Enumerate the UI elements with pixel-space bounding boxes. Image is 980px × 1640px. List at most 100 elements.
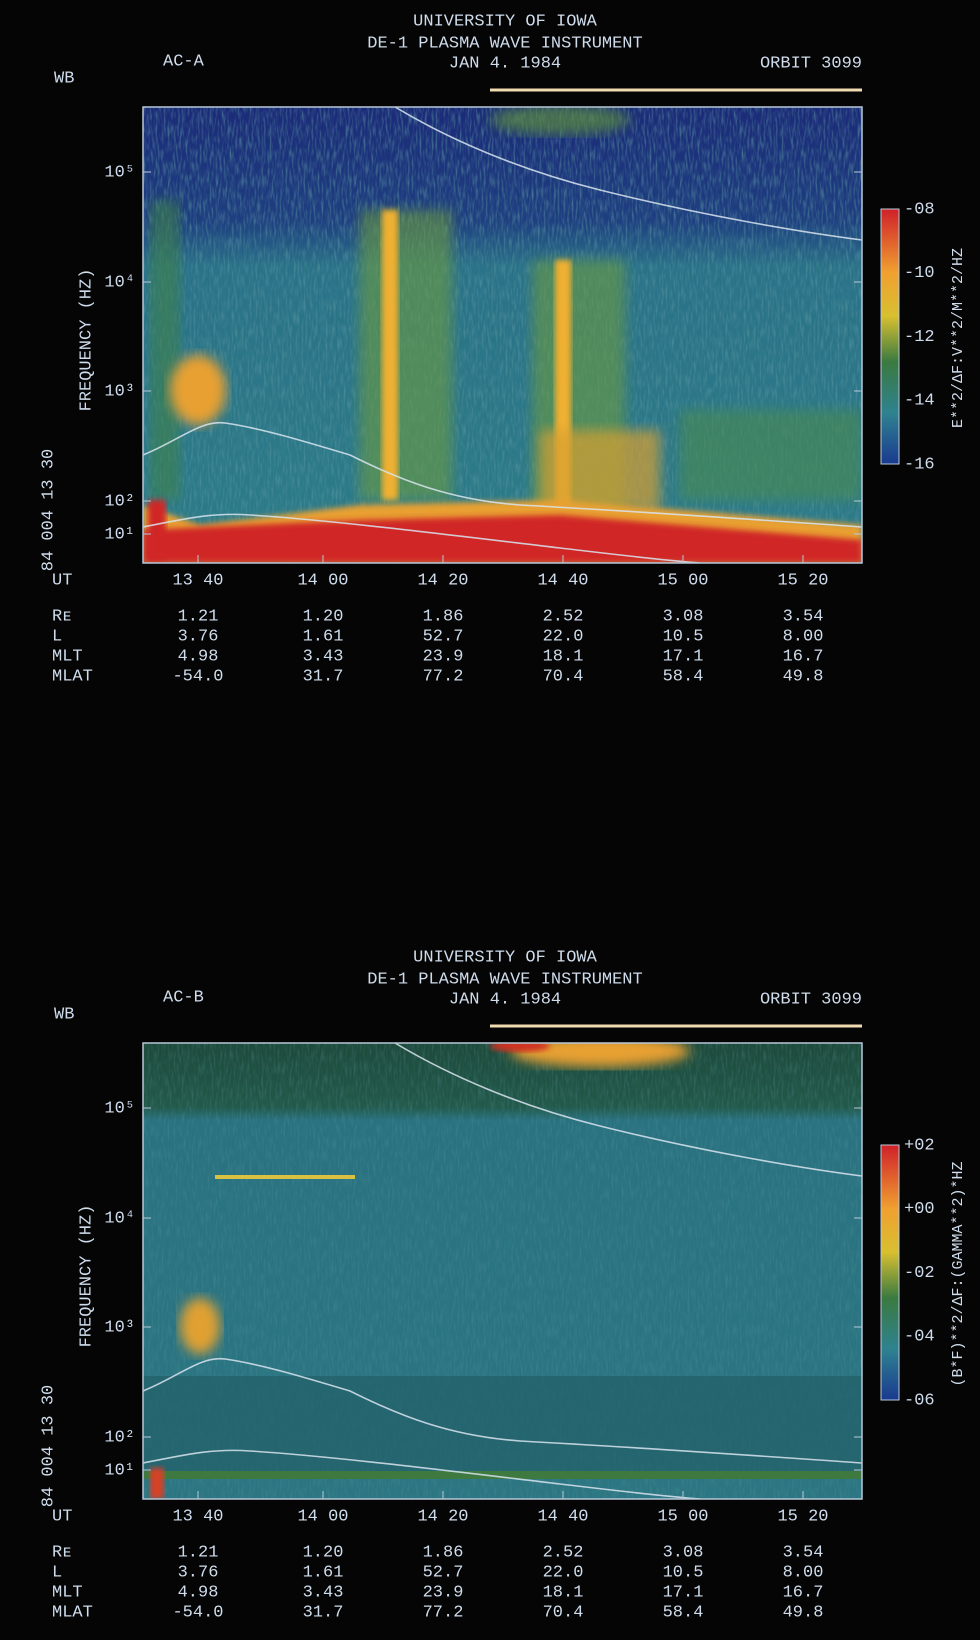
y-tick-label: 10⁴ [104,273,135,292]
spectrogram [143,1035,862,1499]
x-axis-label: UT [52,571,72,590]
y-tick-label: 10² [104,1428,135,1447]
x-tick-label: 14 20 [417,571,468,590]
header-orbit: ORBIT 3099 [760,990,862,1009]
start-label: 84 004 13 30 [39,1385,58,1507]
ephemeris-value: 16.7 [783,647,824,666]
ephemeris-value: 10.5 [663,627,704,646]
x-axis-label: UT [52,1507,72,1526]
top-blob-red [490,1040,550,1052]
header-institution: UNIVERSITY OF IOWA [413,948,597,967]
x-tick-label: 14 40 [537,571,588,590]
ephemeris-value: 77.2 [423,1603,464,1622]
ephemeris-value: 1.20 [303,607,344,626]
ephemeris-value: 49.8 [783,1603,824,1622]
burst [382,210,398,500]
header-antenna: AC-A [163,52,205,71]
ephemeris-value: 70.4 [543,667,584,686]
red-spike [150,1468,164,1499]
y-axis-label: FREQUENCY (HZ) [77,1205,96,1348]
ephemeris-label: MLAT [52,667,93,686]
blob [180,1298,220,1354]
ephemeris-value: 31.7 [303,1603,344,1622]
ephemeris-label: L [52,1563,62,1582]
x-tick-label: 15 00 [657,1507,708,1526]
ephemeris-value: 49.8 [783,667,824,686]
y-tick-label: 10⁵ [104,163,135,182]
y-tick-label: 10³ [104,382,135,401]
ephemeris-value: 18.1 [543,1583,584,1602]
y-axis-label: FREQUENCY (HZ) [77,269,96,412]
ephemeris-value: 3.08 [663,1543,704,1562]
ephemeris-value: 52.7 [423,627,464,646]
ephemeris-value: 3.76 [178,627,219,646]
red-spike [148,500,166,560]
colorbar-tick-label: +00 [904,1200,935,1219]
burst-wide [540,430,660,510]
screenshot: UNIVERSITY OF IOWA DE-1 PLASMA WAVE INSTR… [0,0,980,1640]
x-tick-label: 14 20 [417,1507,468,1526]
ephemeris-value: 23.9 [423,1583,464,1602]
ephemeris-value: 1.61 [303,1563,344,1582]
header-antenna: AC-B [163,988,204,1007]
header-instrument: DE-1 PLASMA WAVE INSTRUMENT [367,34,642,53]
ephemeris-value: 77.2 [423,667,464,686]
x-tick-label: 14 40 [537,1507,588,1526]
header-orbit: ORBIT 3099 [760,54,862,73]
ephemeris-value: 58.4 [663,667,704,686]
panel: UNIVERSITY OF IOWA DE-1 PLASMA WAVE INSTR… [39,948,966,1622]
colorbar-tick-label: -10 [904,264,935,283]
x-tick-label: 13 40 [172,1507,223,1526]
header-institution: UNIVERSITY OF IOWA [413,12,597,31]
header-instrument: DE-1 PLASMA WAVE INSTRUMENT [367,970,642,989]
blob [170,355,226,425]
ephemeris-value: 31.7 [303,667,344,686]
x-tick-label: 14 00 [297,1507,348,1526]
colorbar-tick-label: -04 [904,1328,935,1347]
y-tick-label: 10¹ [104,1461,135,1480]
ephemeris-label: MLAT [52,1603,93,1622]
ephemeris-value: 3.43 [303,1583,344,1602]
ephemeris-value: 1.21 [178,1543,219,1562]
ephemeris-value: 58.4 [663,1603,704,1622]
x-tick-label: 13 40 [172,571,223,590]
green-top [490,105,630,135]
start-label: 84 004 13 30 [39,449,58,571]
colorbar-tick-label: -08 [904,200,935,219]
ephemeris-value: 22.0 [543,1563,584,1582]
colorbar [881,1145,899,1400]
burst-glow [360,210,452,500]
colorbar-tick-label: -14 [904,392,935,411]
ephemeris-value: 18.1 [543,647,584,666]
spectrogram [143,105,862,563]
green-band [680,410,862,500]
top-blob [510,1035,690,1067]
ephemeris-value: 17.1 [663,1583,704,1602]
ephemeris-label: Rᴇ [52,607,72,626]
ephemeris-value: 3.08 [663,607,704,626]
header-mode: WB [54,69,74,88]
x-tick-label: 14 00 [297,571,348,590]
y-tick-label: 10⁴ [104,1209,135,1228]
ephemeris-value: 4.98 [178,647,219,666]
ephemeris-value: 1.86 [423,607,464,626]
x-tick-label: 15 20 [777,1507,828,1526]
ephemeris-value: 3.54 [783,607,824,626]
ephemeris-value: 2.52 [543,607,584,626]
header-date: JAN 4. 1984 [449,54,561,73]
ephemeris-value: 3.43 [303,647,344,666]
ephemeris-label: MLT [52,647,83,666]
y-tick-label: 10² [104,492,135,511]
ephemeris-label: MLT [52,1583,83,1602]
ephemeris-value: 16.7 [783,1583,824,1602]
y-tick-label: 10¹ [104,525,135,544]
colorbar [881,209,899,464]
panel: UNIVERSITY OF IOWA DE-1 PLASMA WAVE INSTR… [39,12,966,686]
colorbar-tick-label: -02 [904,1264,935,1283]
ephemeris-value: 10.5 [663,1563,704,1582]
page: UNIVERSITY OF IOWA DE-1 PLASMA WAVE INSTR… [0,0,980,1640]
ephemeris-value: 4.98 [178,1583,219,1602]
x-tick-label: 15 00 [657,571,708,590]
ephemeris-value: 23.9 [423,647,464,666]
ephemeris-value: 52.7 [423,1563,464,1582]
